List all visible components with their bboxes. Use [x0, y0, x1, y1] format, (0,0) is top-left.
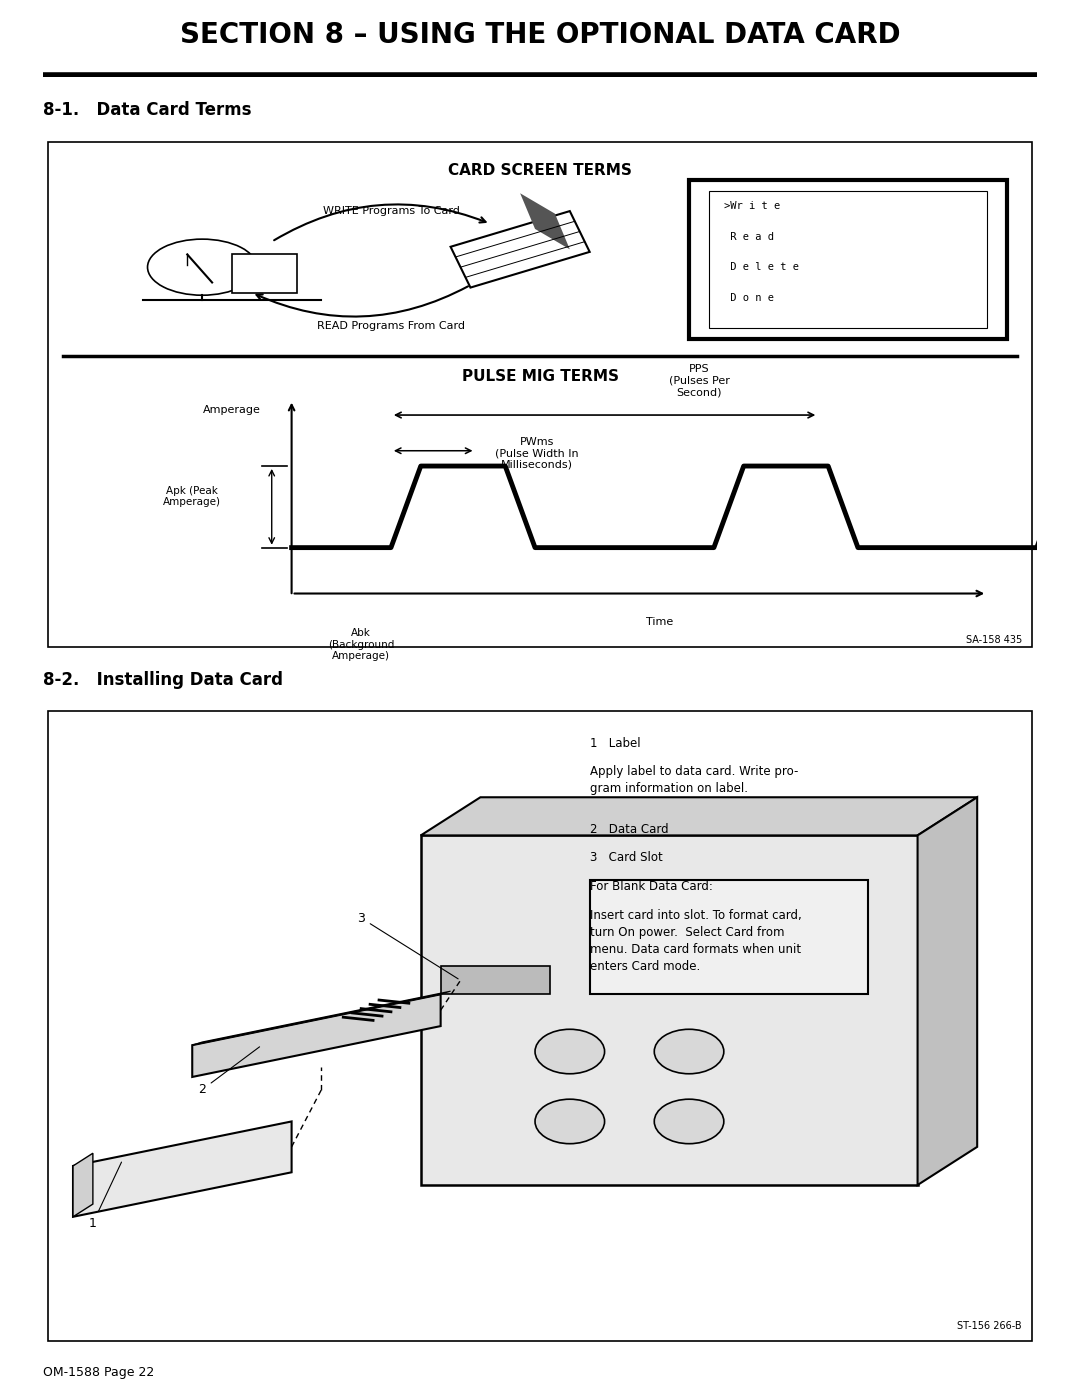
Polygon shape [73, 1122, 292, 1217]
Circle shape [535, 1030, 605, 1074]
Text: Time: Time [646, 616, 673, 627]
FancyBboxPatch shape [232, 254, 297, 293]
Text: R e a d: R e a d [724, 232, 773, 242]
Text: OM-1588 Page 22: OM-1588 Page 22 [43, 1366, 154, 1379]
Text: CARD SCREEN TERMS: CARD SCREEN TERMS [448, 163, 632, 177]
Text: READ Programs From Card: READ Programs From Card [316, 321, 465, 331]
Text: Insert card into slot. To format card,
turn On power.  Select Card from
menu. Da: Insert card into slot. To format card, t… [590, 908, 801, 972]
Text: >Wr i t e: >Wr i t e [724, 201, 780, 211]
Text: 8-2.   Installing Data Card: 8-2. Installing Data Card [43, 671, 283, 689]
Polygon shape [192, 990, 450, 1045]
Polygon shape [918, 798, 977, 1185]
Text: D o n e: D o n e [724, 293, 773, 303]
FancyBboxPatch shape [49, 711, 1031, 1341]
Polygon shape [421, 835, 918, 1185]
Circle shape [535, 1099, 605, 1144]
Text: Amperage: Amperage [203, 405, 261, 415]
FancyBboxPatch shape [689, 180, 1007, 338]
Text: Apply label to data card. Write pro-
gram information on label.: Apply label to data card. Write pro- gra… [590, 766, 798, 795]
Text: ST-156 266-B: ST-156 266-B [957, 1322, 1022, 1331]
Text: 3   Card Slot: 3 Card Slot [590, 851, 662, 865]
Text: SECTION 8 – USING THE OPTIONAL DATA CARD: SECTION 8 – USING THE OPTIONAL DATA CARD [179, 21, 901, 49]
Text: 8-1.   Data Card Terms: 8-1. Data Card Terms [43, 101, 252, 119]
Text: SA-158 435: SA-158 435 [966, 634, 1022, 644]
Text: PULSE MIG TERMS: PULSE MIG TERMS [461, 369, 619, 384]
Text: PPS
(Pulses Per
Second): PPS (Pulses Per Second) [669, 365, 729, 397]
Polygon shape [192, 995, 441, 1077]
Text: For Blank Data Card:: For Blank Data Card: [590, 880, 713, 893]
Text: PWms
(Pulse Width In
Milliseconds): PWms (Pulse Width In Milliseconds) [496, 437, 579, 469]
Polygon shape [421, 798, 977, 835]
Text: 1   Label: 1 Label [590, 736, 640, 750]
Polygon shape [521, 193, 570, 249]
Text: 2: 2 [199, 1046, 259, 1097]
Circle shape [654, 1030, 724, 1074]
Text: 2   Data Card: 2 Data Card [590, 823, 669, 835]
Text: 1: 1 [89, 1162, 122, 1229]
Text: D e l e t e: D e l e t e [724, 263, 799, 272]
Text: Abk
(Background
Amperage): Abk (Background Amperage) [328, 627, 394, 661]
FancyBboxPatch shape [49, 142, 1031, 647]
Circle shape [148, 239, 257, 295]
Text: WRITE Programs To Card: WRITE Programs To Card [323, 207, 459, 217]
FancyBboxPatch shape [441, 965, 550, 995]
Text: 3: 3 [357, 911, 458, 979]
FancyBboxPatch shape [708, 190, 987, 328]
Polygon shape [450, 211, 590, 288]
Circle shape [654, 1099, 724, 1144]
Text: Apk (Peak
Amperage): Apk (Peak Amperage) [163, 486, 221, 507]
FancyBboxPatch shape [590, 880, 868, 995]
Polygon shape [73, 1154, 93, 1217]
